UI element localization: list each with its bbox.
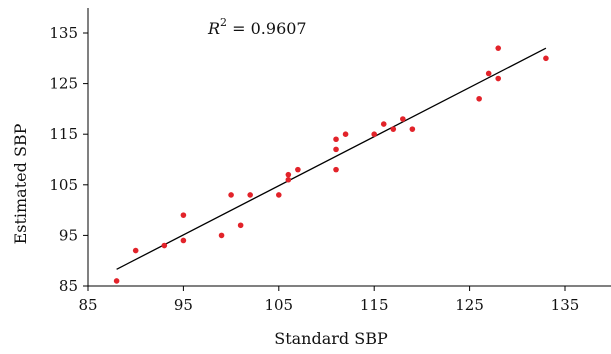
y-axis-title-group: Estimated SBP xyxy=(11,123,30,244)
data-point xyxy=(409,126,416,132)
data-point xyxy=(380,121,387,127)
data-point xyxy=(247,192,253,198)
data-point xyxy=(285,176,292,183)
data-point xyxy=(295,166,301,173)
fit-line-group xyxy=(116,47,547,270)
y-tick-label: 115 xyxy=(49,125,78,143)
data-point xyxy=(543,55,549,62)
data-point xyxy=(495,75,502,82)
y-tick-label: 85 xyxy=(59,277,78,295)
x-tick-label: 125 xyxy=(455,296,484,314)
y-tick-label: 135 xyxy=(49,24,78,42)
data-point xyxy=(476,95,482,102)
data-point xyxy=(342,131,349,137)
data-point xyxy=(218,232,225,239)
data-point xyxy=(228,192,234,198)
points-group xyxy=(113,45,549,284)
x-tick-label: 95 xyxy=(174,296,193,314)
data-point xyxy=(180,237,187,244)
r-symbol: R xyxy=(207,19,220,38)
data-point xyxy=(180,212,187,218)
axes xyxy=(87,8,611,287)
data-point xyxy=(161,242,168,249)
x-tick-label: 105 xyxy=(264,296,293,314)
r-exponent: 2 xyxy=(220,16,227,29)
r-squared-annotation: R2 = 0.9607 xyxy=(207,16,307,38)
data-point xyxy=(333,146,339,153)
data-point xyxy=(113,278,120,284)
x-tick-label: 135 xyxy=(551,296,580,314)
y-tick-label: 95 xyxy=(59,226,78,244)
data-point xyxy=(390,126,397,132)
data-point xyxy=(237,222,244,229)
data-point xyxy=(276,192,282,198)
data-point xyxy=(495,45,502,51)
data-point xyxy=(400,116,406,122)
x-axis-title: Standard SBP xyxy=(274,329,388,348)
data-point xyxy=(371,131,378,137)
x-tick-label: 115 xyxy=(360,296,389,314)
y-tick-label: 105 xyxy=(49,176,78,194)
data-point xyxy=(485,70,492,77)
ticks: 85 95 105 115 125 135 85 95 105 115 125 135 xyxy=(49,24,579,314)
x-tick-label: 85 xyxy=(78,296,97,314)
y-axis-title: Estimated SBP xyxy=(11,123,30,244)
regression-line xyxy=(116,47,547,270)
y-tick-label: 125 xyxy=(49,75,78,93)
r-value: = 0.9607 xyxy=(227,19,307,38)
data-point xyxy=(132,247,139,254)
data-point xyxy=(285,171,292,178)
data-point xyxy=(333,166,339,173)
data-point xyxy=(333,136,339,143)
